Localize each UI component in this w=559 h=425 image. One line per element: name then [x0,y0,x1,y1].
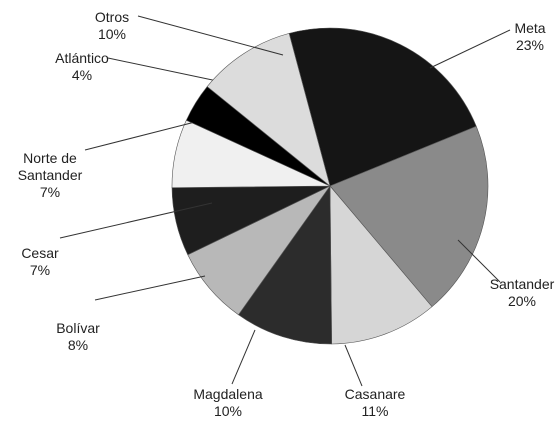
category-name: Atlántico [55,50,109,66]
percent-label: 10% [213,403,243,419]
leader-line [107,57,223,83]
slice-label: Magdalena 10% [173,386,283,420]
slice-label: Atlántico 4% [27,50,137,84]
percent-label: 4% [71,67,93,83]
leader-line [59,202,213,239]
category-name: Casanare [344,386,406,402]
slice-label: Casanare 11% [320,386,430,420]
slice-label: Santander 20% [467,276,559,310]
percent-label: 23% [515,37,545,53]
pie-slice [329,125,489,308]
slice-label: Cesar 7% [0,245,95,279]
category-name: Norte de Santander [17,150,83,183]
percent-label: 20% [507,293,537,309]
pie-slice [206,33,331,187]
category-name: Meta [514,20,546,36]
category-name: Bolívar [56,320,100,336]
percent-label: 7% [29,262,51,278]
category-name: Cesar [21,245,59,261]
category-name: Otros [94,9,130,25]
pie-slice [288,27,477,187]
slice-label: Otros 10% [57,9,167,43]
leader-line [457,239,501,283]
leader-line [84,121,196,151]
leader-line [94,275,206,301]
leader-line [429,29,511,69]
leader-line [344,344,363,387]
category-name: Santander [489,276,555,292]
leader-line [137,15,284,56]
percent-label: 8% [67,337,89,353]
pie-slice [329,185,433,345]
category-name: Magdalena [193,386,263,402]
percent-label: 11% [361,403,389,419]
slice-label: Bolívar 8% [23,320,133,354]
slice-label: Norte de Santander 7% [10,150,90,201]
slice-label: Meta 23% [475,20,559,54]
percent-label: 7% [39,184,61,200]
leader-line [231,329,256,385]
percent-label: 10% [97,26,127,42]
pie-slice [238,185,332,345]
